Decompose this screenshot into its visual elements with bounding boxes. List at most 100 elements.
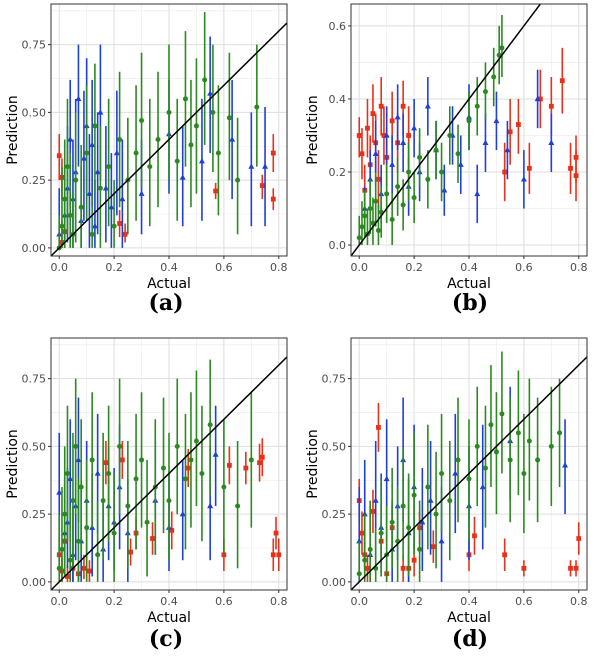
data-point-circle [70,498,76,504]
data-point-circle [515,430,521,436]
data-point-circle [507,457,513,463]
data-point-triangle [356,538,363,544]
data-point-square [568,165,573,171]
data-point-circle [106,470,112,476]
panel-caption: (b) [452,290,488,316]
data-point-circle [84,150,90,156]
data-point-circle [125,503,131,509]
y-tick-label: 0.50 [322,440,347,453]
data-point-circle [406,169,412,175]
data-point-square [576,536,582,541]
data-point-circle [73,443,79,449]
data-point-circle [406,525,412,531]
data-point-circle [482,465,488,471]
data-point-square [117,221,123,226]
data-layer [356,351,582,582]
series-circle [56,12,260,251]
data-point-circle [359,224,365,230]
data-point-square [169,527,175,533]
data-point-circle [493,449,499,455]
data-point-triangle [212,451,219,457]
data-point-square [65,574,70,579]
data-point-circle [62,196,68,202]
x-axis-title: Actual [447,610,491,626]
y-axis-title: Prediction [5,95,21,165]
data-point-circle [411,492,417,498]
data-point-square [400,565,406,571]
data-point-triangle [86,190,93,196]
data-point-square [119,457,125,463]
reference-line-y-equals-x [351,355,587,590]
data-point-square [378,103,384,109]
data-point-circle [75,538,81,544]
data-point-square [526,165,532,171]
y-tick-label: 0.0 [329,239,347,252]
series-circle [356,14,505,246]
data-point-circle [67,212,73,218]
data-point-circle [202,77,208,83]
data-point-triangle [102,185,109,191]
scatter-panel: 0.0 0.2 0.4 0.6 0.8 0.00 0.25 0.50 0.75 Actual Pre… [5,337,288,652]
data-point-circle [89,231,95,237]
data-point-circle [59,546,65,552]
data-point-circle [367,206,373,212]
data-point-square [359,151,365,157]
data-point-triangle [262,163,269,169]
data-point-square [356,133,362,138]
data-point-triangle [75,456,82,463]
y-axis-title: Prediction [5,429,21,499]
data-point-circle [139,118,145,124]
scatter-panel: 0.0 0.2 0.4 0.6 0.8 0.0 0.2 0.4 0.6 Actual Predict… [305,3,588,316]
data-point-square [370,111,376,116]
scatter-panel: 0.0 0.2 0.4 0.6 0.8 0.00 0.25 0.50 0.75 Actual Pre… [305,337,588,652]
y-tick-label: 0.50 [22,106,47,119]
x-tick-label: 0.8 [570,595,588,608]
x-tick-label: 0.4 [160,595,178,608]
data-point-triangle [94,168,101,175]
data-point-triangle [97,109,104,115]
data-point-circle [373,198,379,204]
data-point-circle [133,476,139,482]
data-point-circle [97,185,103,191]
x-tick-label: 0.2 [105,261,123,274]
data-point-square [259,183,265,188]
y-tick-label: 0.75 [22,39,47,52]
data-point-circle [389,519,395,525]
y-tick-label: 0.4 [329,93,347,106]
data-point-square [559,78,565,84]
data-point-triangle [248,163,255,169]
data-point-circle [64,470,70,476]
x-tick-label: 0.0 [350,595,368,608]
data-point-circle [417,546,423,552]
data-point-triangle [534,95,541,102]
data-point-triangle [394,114,401,120]
panel-caption: (a) [148,290,183,316]
scatter-panel: 0.0 0.2 0.4 0.6 0.8 0.00 0.25 0.50 0.75 Actual Pre… [5,3,288,316]
data-point-triangle [207,502,214,509]
data-point-square [502,169,508,175]
data-point-square [376,425,381,430]
data-point-triangle [56,489,63,495]
data-point-triangle [504,146,511,153]
data-point-square [400,103,406,109]
x-tick-label: 0.2 [405,261,423,274]
data-point-circle [193,438,199,444]
data-point-circle [207,422,213,428]
data-point-square [270,552,276,558]
data-point-square [502,552,508,558]
data-point-square [270,150,276,156]
data-point-triangle [479,483,486,490]
data-point-circle [117,443,123,449]
data-point-circle [133,150,139,156]
data-point-circle [548,443,554,449]
data-point-square [376,176,381,182]
data-point-circle [147,164,153,170]
data-point-triangle [493,117,500,124]
data-point-square [226,462,232,468]
data-point-square [257,460,262,466]
data-point-circle [166,109,172,115]
data-point-triangle [372,497,379,503]
data-point-circle [210,109,216,115]
data-point-circle [155,136,161,142]
data-point-square [122,231,128,237]
